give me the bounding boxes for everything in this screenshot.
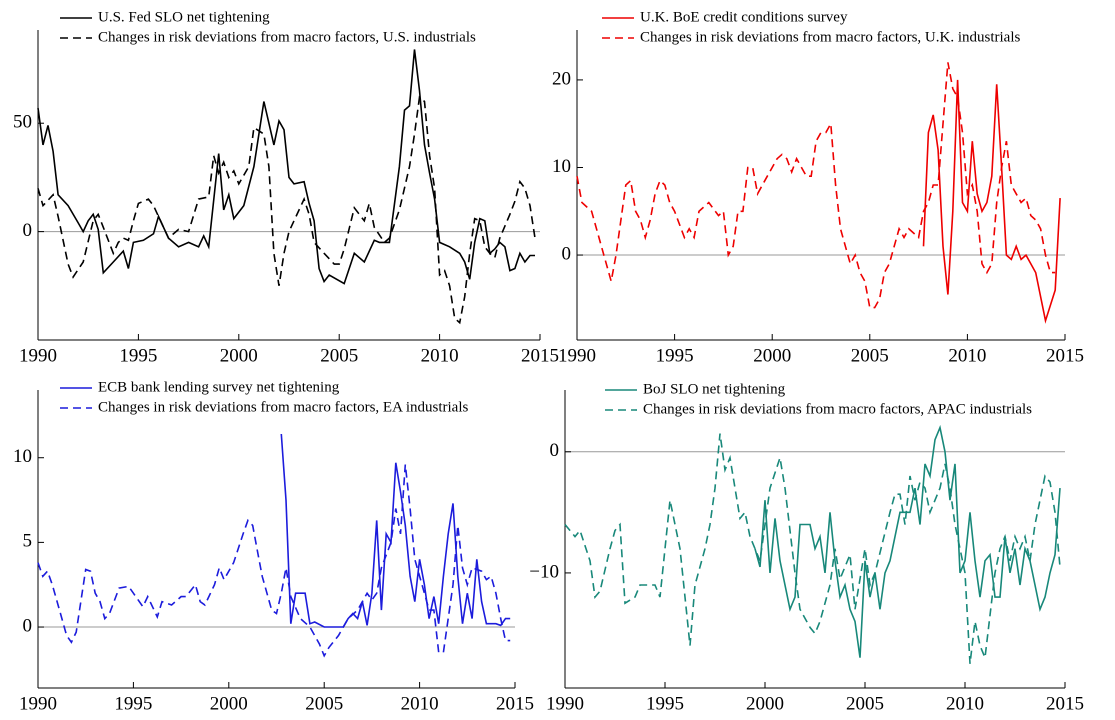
data-line [37, 95, 536, 325]
x-tick-label: 2010 [401, 693, 439, 714]
x-tick-label: 1995 [656, 345, 694, 366]
legend-label: ECB bank lending survey net tightening [98, 379, 340, 395]
legend-label: Changes in risk deviations from macro fa… [640, 29, 1021, 45]
y-tick-label: 5 [23, 531, 33, 552]
x-tick-label: 2015 [521, 345, 559, 366]
x-tick-label: 2005 [320, 345, 358, 366]
data-line [754, 424, 1061, 658]
x-tick-label: 2000 [746, 693, 784, 714]
data-line [564, 433, 1061, 664]
y-tick-label: 0 [23, 615, 33, 636]
y-tick-label: 20 [552, 68, 571, 89]
y-tick-label: 0 [550, 440, 560, 461]
x-tick-label: 1995 [119, 345, 157, 366]
legend-label: BoJ SLO net tightening [643, 381, 786, 397]
x-tick-label: 2015 [1046, 345, 1084, 366]
x-tick-label: 1995 [114, 693, 152, 714]
legend-label: Changes in risk deviations from macro fa… [98, 29, 476, 45]
x-tick-label: 2015 [1046, 693, 1084, 714]
x-tick-label: 2000 [220, 345, 258, 366]
data-line [280, 433, 511, 628]
x-tick-label: 1990 [19, 345, 57, 366]
y-tick-label: 10 [552, 156, 571, 177]
x-tick-label: 1995 [646, 693, 684, 714]
x-tick-label: 2000 [753, 345, 791, 366]
x-tick-label: 2005 [846, 693, 884, 714]
y-tick-label: 50 [13, 112, 32, 133]
legend-label: U.S. Fed SLO net tightening [98, 9, 270, 25]
y-tick-label: 10 [13, 446, 32, 467]
data-line [922, 79, 1061, 324]
y-tick-label: 0 [562, 243, 572, 264]
x-tick-label: 2010 [946, 693, 984, 714]
legend-label: Changes in risk deviations from macro fa… [98, 399, 469, 415]
x-tick-label: 1990 [546, 693, 584, 714]
x-tick-label: 2005 [305, 693, 343, 714]
data-line [37, 49, 535, 285]
y-tick-label: 0 [23, 220, 33, 241]
x-tick-label: 1990 [19, 693, 57, 714]
x-tick-label: 2010 [948, 345, 986, 366]
x-tick-label: 2005 [851, 345, 889, 366]
x-tick-label: 1990 [558, 345, 596, 366]
x-tick-label: 2015 [496, 693, 534, 714]
data-line [576, 62, 1056, 309]
y-tick-label: −10 [529, 561, 559, 582]
legend-label: U.K. BoE credit conditions survey [640, 9, 848, 25]
x-tick-label: 2000 [210, 693, 248, 714]
x-tick-label: 2010 [421, 345, 459, 366]
legend-label: Changes in risk deviations from macro fa… [643, 401, 1032, 417]
